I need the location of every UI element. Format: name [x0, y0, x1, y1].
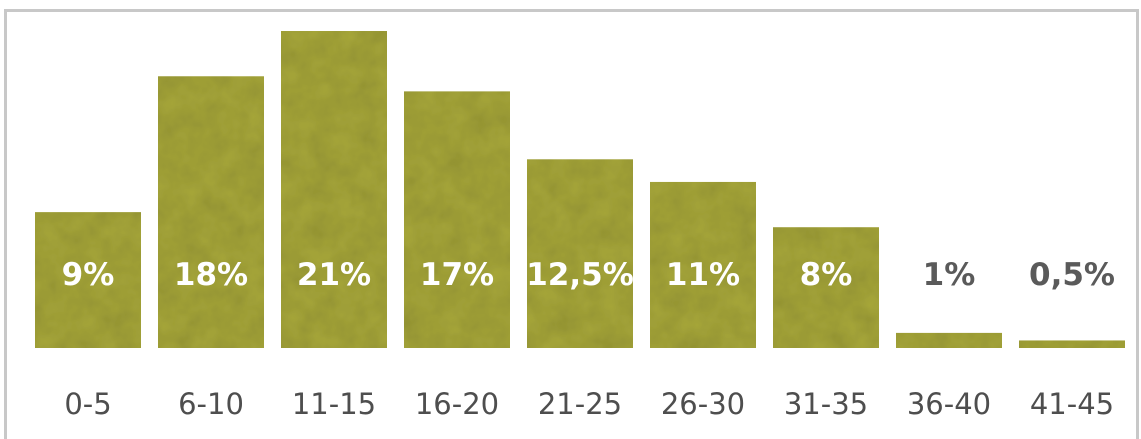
value-label-6-10: 18% [174, 257, 248, 293]
bars-layer [35, 31, 1125, 349]
value-label-41-45: 0,5% [1029, 257, 1115, 293]
value-label-31-35: 8% [800, 257, 853, 293]
category-label-11-15: 11-15 [292, 387, 376, 421]
bar-41-45 [1019, 340, 1125, 348]
category-label-16-20: 16-20 [415, 387, 499, 421]
value-label-11-15: 21% [297, 257, 371, 293]
bar-36-40 [896, 332, 1002, 348]
value-labels-layer: 9% 18% 21% 17% 12,5% 11% 8% 1% 0,5% [62, 257, 1115, 293]
category-label-31-35: 31-35 [784, 387, 868, 421]
category-label-6-10: 6-10 [178, 387, 244, 421]
category-label-36-40: 36-40 [907, 387, 991, 421]
bar-16-20 [404, 91, 510, 348]
bar-31-35 [773, 227, 879, 348]
category-labels-layer: 0-5 6-10 11-15 16-20 21-25 26-30 31-35 36-40 41-… [64, 387, 1114, 421]
category-label-26-30: 26-30 [661, 387, 745, 421]
category-label-21-25: 21-25 [538, 387, 622, 421]
bar-26-30 [650, 181, 756, 348]
category-label-41-45: 41-45 [1030, 387, 1114, 421]
category-label-0-5: 0-5 [64, 387, 111, 421]
value-label-16-20: 17% [420, 257, 494, 293]
value-label-21-25: 12,5% [526, 257, 634, 293]
bar-0-5 [35, 212, 141, 348]
value-label-26-30: 11% [666, 257, 740, 293]
value-label-0-5: 9% [62, 257, 115, 293]
bar-6-10 [158, 76, 264, 349]
bar-11-15 [281, 31, 387, 348]
frame-border [4, 9, 1139, 439]
bar-21-25 [527, 159, 633, 348]
value-label-36-40: 1% [923, 257, 976, 293]
